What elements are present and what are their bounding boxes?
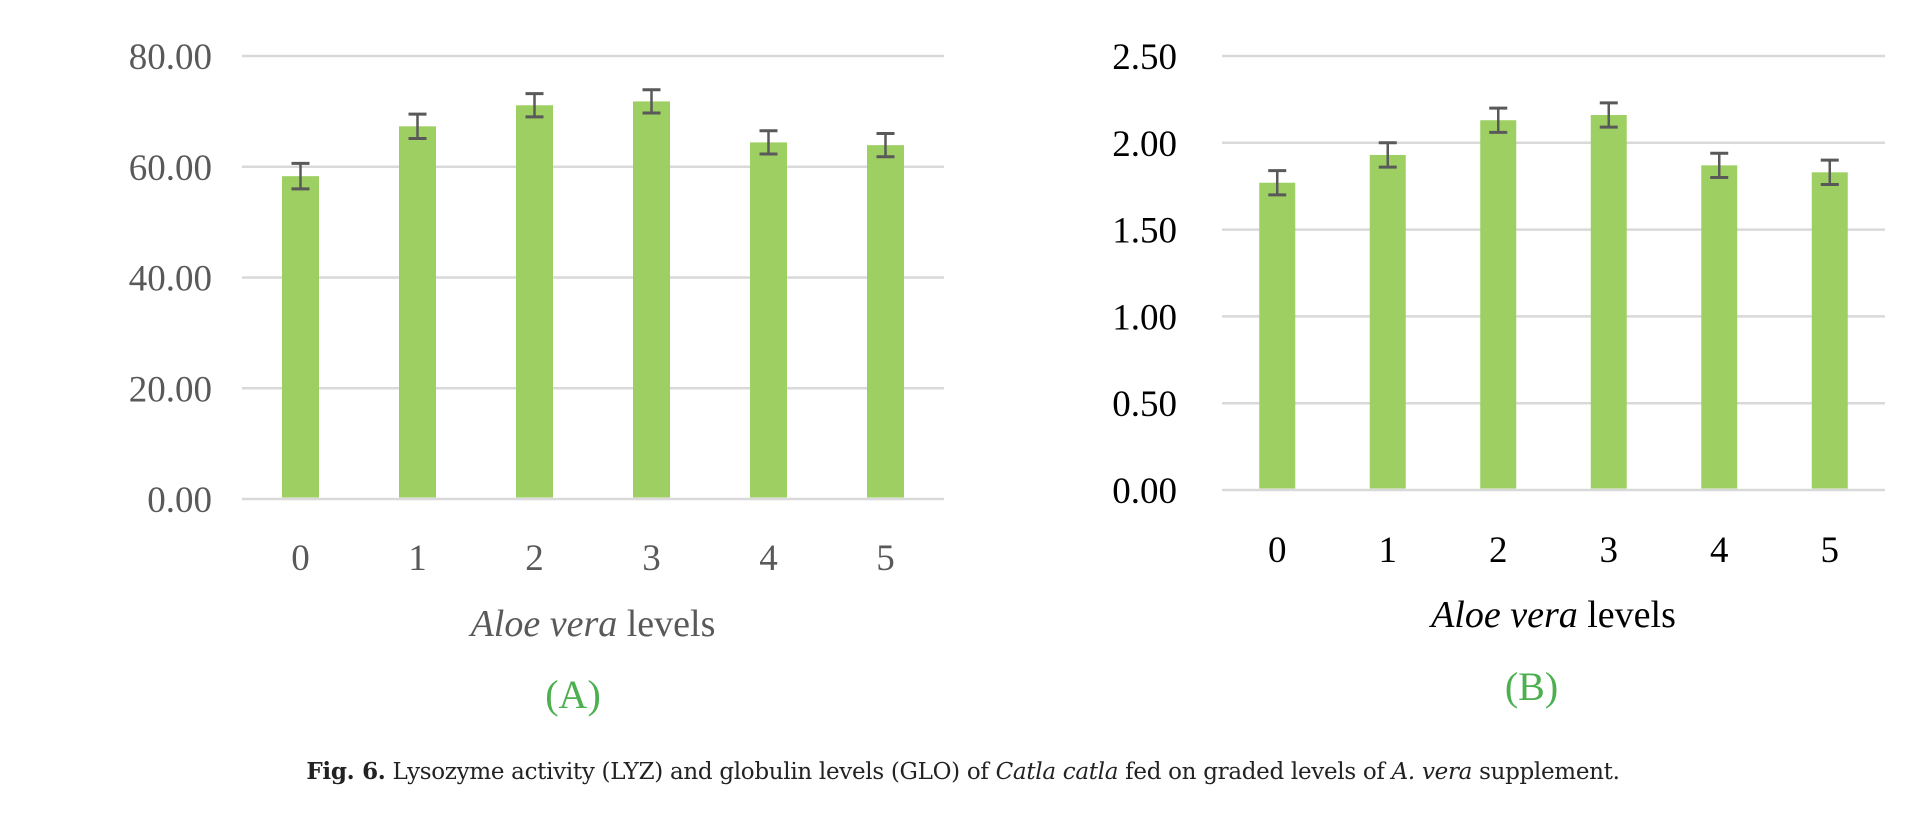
chart-a-bar	[867, 145, 904, 498]
chart-b-bar	[1259, 182, 1296, 489]
chart-a-xaxis-title: Aloe vera levels	[468, 603, 716, 645]
chart-b-ytick-label: 2.50	[1112, 37, 1177, 78]
chart-a-bar	[282, 176, 319, 498]
chart-b-xtick-label: 5	[1821, 530, 1840, 571]
xaxis-title-rest: levels	[1578, 594, 1676, 636]
chart-a-xtick-label: 4	[759, 538, 778, 579]
chart-b-bar	[1369, 154, 1406, 489]
chart-b-ytick-label: 0.00	[1112, 471, 1177, 512]
chart-b-ytick-label: 1.00	[1112, 297, 1177, 338]
chart-b-xtick-label: 4	[1710, 530, 1729, 571]
chart-a-xtick-label: 5	[876, 538, 895, 579]
caption-text: Lysozyme activity (LYZ) and globulin lev…	[385, 759, 996, 785]
chart-b-ytick-label: 0.50	[1112, 384, 1177, 425]
chart-a-bar	[633, 101, 670, 498]
chart-b-xtick-label: 2	[1489, 530, 1508, 571]
caption-text: supplement.	[1472, 759, 1620, 785]
chart-b-bar	[1590, 115, 1627, 489]
chart-a-ytick-label: 60.00	[129, 148, 212, 189]
caption-species-abbrev: A. vera	[1391, 759, 1473, 785]
chart-b-xtick-label: 0	[1268, 530, 1287, 571]
chart-a-xtick-label: 3	[642, 538, 661, 579]
chart-a-bar	[516, 105, 553, 498]
chart-a-panel-label: (A)	[545, 672, 601, 717]
chart-b-bar	[1701, 165, 1738, 489]
chart-a-ytick-label: 0.00	[147, 480, 212, 521]
chart-a-xtick-label: 2	[525, 538, 544, 579]
xaxis-title-italic: Aloe vera	[1428, 594, 1578, 636]
chart-a-bar	[399, 126, 436, 498]
chart-b-bar	[1811, 172, 1848, 489]
chart-b-bar	[1480, 120, 1517, 489]
chart-b-xtick-label: 1	[1379, 530, 1398, 571]
xaxis-title-italic: Aloe vera	[468, 603, 618, 645]
chart-a-xtick-label: 1	[408, 538, 427, 579]
chart-b-xaxis-title: Aloe vera levels	[1428, 594, 1676, 636]
chart-a-ytick-label: 40.00	[129, 259, 212, 300]
caption-fig-number: Fig. 6.	[306, 758, 386, 785]
chart-a-ytick-label: 80.00	[129, 37, 212, 78]
chart-a-bar	[750, 142, 787, 498]
chart-b-ytick-label: 1.50	[1112, 211, 1177, 252]
figure-caption: Fig. 6. Lysozyme activity (LYZ) and glob…	[0, 758, 1926, 785]
chart-b-panel-label: (B)	[1505, 664, 1558, 709]
chart-b-xtick-label: 3	[1600, 530, 1619, 571]
caption-text: fed on graded levels of	[1118, 759, 1392, 785]
chart-b-ytick-label: 2.00	[1112, 124, 1177, 165]
chart-a-ytick-label: 20.00	[129, 369, 212, 410]
caption-species: Catla catla	[995, 759, 1119, 785]
xaxis-title-rest: levels	[617, 603, 715, 645]
chart-a-xtick-label: 0	[291, 538, 310, 579]
